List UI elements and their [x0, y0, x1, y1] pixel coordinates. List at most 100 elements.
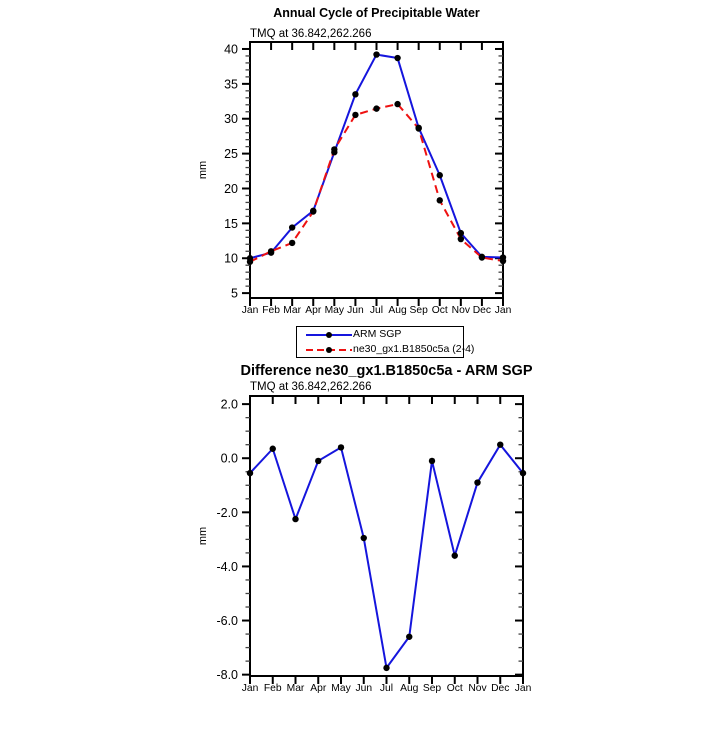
- y-tick-label: 2.0: [221, 398, 238, 412]
- data-point: [337, 444, 345, 451]
- month-label: Oct: [432, 305, 448, 316]
- data-point: [383, 664, 390, 672]
- chart1-subtitle: TMQ at 36.842,262.266: [250, 28, 371, 40]
- y-tick-label: 10: [224, 252, 238, 266]
- data-point: [478, 254, 486, 261]
- y-tick-label: -6.0: [216, 614, 238, 628]
- month-label: Jul: [380, 683, 393, 694]
- y-tick-label: 0.0: [221, 452, 238, 466]
- plot-frame: [249, 395, 524, 677]
- month-label: Sep: [423, 683, 442, 694]
- y-axis: 5 10 15 20 25 30 35 40: [224, 42, 503, 301]
- data-point: [499, 257, 507, 265]
- month-label: Apr: [310, 683, 327, 694]
- data-point: [406, 633, 413, 640]
- y-tick-label: 35: [224, 77, 238, 91]
- y-tick-label: -4.0: [216, 560, 238, 574]
- data-point: [267, 248, 275, 255]
- y-tick-label: 20: [224, 182, 238, 196]
- month-label: Aug: [400, 683, 419, 694]
- data-point: [269, 445, 276, 452]
- data-point: [360, 534, 367, 542]
- y-tick-label: 40: [224, 42, 238, 56]
- y-axis-title: mm: [197, 161, 209, 179]
- month-label: Oct: [447, 683, 463, 694]
- series-markers-1: [246, 100, 507, 265]
- month-label: Dec: [473, 305, 491, 316]
- data-point: [352, 111, 359, 119]
- y-tick-label: 5: [231, 287, 238, 301]
- month-label: Jan: [515, 683, 532, 694]
- data-point: [394, 54, 401, 62]
- data-point: [310, 208, 317, 215]
- month-label: Sep: [410, 305, 429, 316]
- month-label: Jan: [242, 683, 259, 694]
- month-label: Jan: [495, 305, 512, 316]
- y-axis-title: mm: [197, 527, 209, 545]
- y-tick-label: 25: [224, 147, 238, 161]
- data-point: [436, 172, 443, 179]
- month-label: Mar: [283, 305, 301, 316]
- data-point: [519, 469, 527, 477]
- month-label: Nov: [468, 683, 487, 694]
- plot-frame: [249, 41, 504, 299]
- data-point: [246, 469, 254, 477]
- legend-line-ne30: [306, 346, 352, 353]
- month-label: Feb: [262, 305, 280, 316]
- month-label: May: [325, 305, 345, 316]
- legend-marker-dot: [326, 346, 332, 353]
- month-label: Jul: [370, 305, 383, 316]
- series-markers-0: [246, 51, 507, 262]
- data-point: [428, 457, 436, 465]
- data-point: [246, 258, 254, 265]
- data-point: [436, 197, 443, 204]
- month-label: Feb: [264, 683, 282, 694]
- legend-item-arm-sgp: ARM SGP: [305, 327, 463, 342]
- month-label: Dec: [491, 683, 509, 694]
- data-point: [292, 515, 299, 523]
- month-label: Jun: [355, 683, 372, 694]
- x-axis: Jan Feb Mar Apr May Jun Jul Aug Sep Oct Nov Dec Jan: [242, 42, 512, 316]
- legend: ARM SGP ne30_gx1.B1850c5a (2-4): [296, 326, 474, 358]
- month-label: Aug: [388, 305, 407, 316]
- data-point: [288, 224, 296, 231]
- data-point: [415, 125, 422, 132]
- series-markers-0: [246, 441, 527, 672]
- x-axis: Jan Feb Mar Apr May Jun Jul Aug Sep Oct Nov Dec Jan: [242, 396, 532, 694]
- month-label: Jun: [347, 305, 364, 316]
- month-label: Jan: [242, 305, 259, 316]
- data-point: [457, 235, 465, 243]
- y-axis: -8.0 -6.0 -4.0 -2.0 0.0 2.0: [216, 398, 523, 682]
- y-tick-label: 15: [224, 217, 238, 231]
- legend-marker-dot: [326, 331, 332, 338]
- legend-label-ne30: ne30_gx1.B1850c5a (2-4): [353, 343, 475, 355]
- data-point: [315, 457, 322, 465]
- y-tick-label: -8.0: [216, 668, 238, 682]
- data-point: [373, 105, 380, 112]
- chart2-subtitle: TMQ at 36.842,262.266: [250, 381, 371, 393]
- data-point: [352, 91, 359, 98]
- legend-label-arm-sgp: ARM SGP: [353, 328, 402, 340]
- month-label: Nov: [452, 305, 471, 316]
- data-point: [451, 552, 458, 559]
- month-label: Apr: [305, 305, 322, 316]
- legend-item-ne30: ne30_gx1.B1850c5a (2-4): [305, 342, 474, 357]
- data-point: [394, 100, 401, 108]
- chart1-title: Annual Cycle of Precipitable Water: [273, 6, 480, 20]
- data-point: [474, 479, 481, 486]
- series-line-0: [249, 442, 524, 671]
- month-label: May: [331, 683, 351, 694]
- legend-line-arm-sgp: [306, 331, 352, 338]
- y-tick-label: 30: [224, 112, 238, 126]
- data-point: [288, 239, 296, 247]
- month-label: Mar: [287, 683, 305, 694]
- data-point: [457, 229, 465, 237]
- series-line-0: [249, 53, 504, 260]
- data-point: [331, 146, 338, 153]
- difference-plot: -8.0 -6.0 -4.0 -2.0 0.0 2.0 Jan Feb Mar Apr May Jun…: [197, 395, 532, 694]
- y-tick-label: -2.0: [216, 506, 238, 520]
- data-point: [497, 441, 504, 448]
- data-point: [373, 51, 380, 58]
